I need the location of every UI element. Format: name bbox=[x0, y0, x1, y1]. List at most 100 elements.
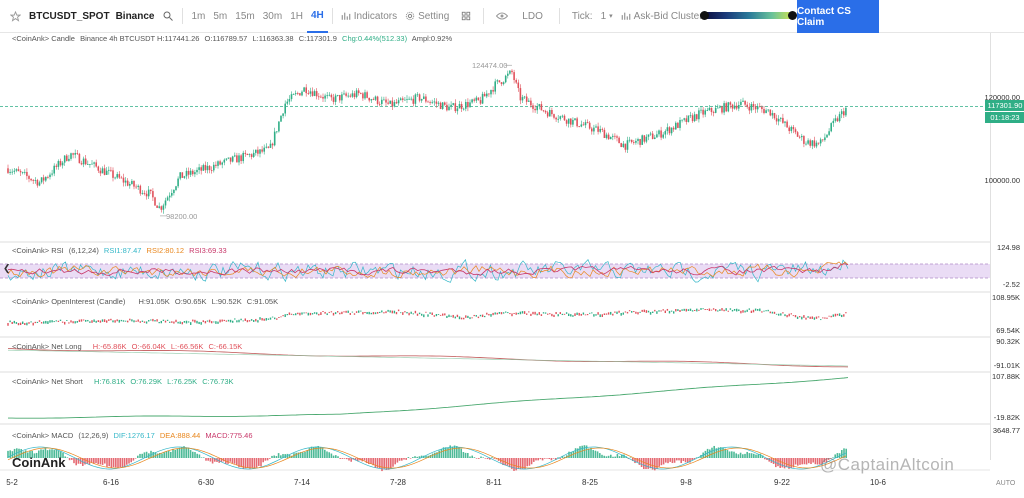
interval-30m[interactable]: 30m bbox=[262, 10, 283, 22]
symbol-selector[interactable]: BTCUSDT_SPOT Binance bbox=[25, 0, 158, 33]
rsi1-value: RSI1:87.47 bbox=[103, 246, 142, 255]
macd-bar bbox=[348, 458, 350, 461]
oi-candle bbox=[662, 309, 664, 311]
layout-grid-icon[interactable] bbox=[453, 0, 479, 33]
oi-candle bbox=[463, 317, 465, 320]
oi-candle bbox=[112, 320, 114, 323]
chevron-left-icon[interactable]: ❮ bbox=[3, 263, 11, 273]
slider-handle-left[interactable] bbox=[700, 11, 709, 20]
candle-body bbox=[843, 111, 845, 116]
macd-bar bbox=[53, 450, 55, 458]
candle-body bbox=[477, 97, 480, 101]
oi-candle bbox=[152, 318, 154, 322]
oi-candle bbox=[465, 315, 467, 318]
oi-candle bbox=[628, 310, 631, 312]
contact-cs-claim-button[interactable]: Contact CS Claim bbox=[797, 0, 879, 33]
macd-bar bbox=[405, 458, 407, 460]
oi-candle bbox=[666, 308, 669, 311]
heatmap-gradient-slider[interactable] bbox=[700, 11, 798, 20]
oi-candle bbox=[670, 310, 673, 312]
candle-body bbox=[166, 197, 169, 201]
search-icon[interactable] bbox=[158, 0, 178, 33]
macd-bar bbox=[506, 458, 509, 466]
macd-bar bbox=[592, 450, 594, 458]
candle-body bbox=[626, 140, 629, 150]
eye-icon[interactable] bbox=[488, 0, 516, 33]
macd-bar bbox=[418, 456, 421, 458]
macd-bar bbox=[665, 458, 667, 463]
rsi-axis-bottom: -2.52 bbox=[1002, 280, 1020, 289]
x-axis-label: 10-6 bbox=[869, 478, 887, 487]
candle-body bbox=[574, 118, 576, 120]
setting-button[interactable]: Setting bbox=[401, 0, 453, 33]
macd-bar bbox=[755, 454, 757, 458]
oi-candle bbox=[547, 313, 549, 315]
candle-body bbox=[780, 117, 782, 119]
candle-body bbox=[458, 104, 461, 109]
oi-candle bbox=[538, 312, 540, 315]
interval-15m[interactable]: 15m bbox=[235, 10, 255, 22]
candle-body bbox=[404, 99, 406, 101]
oi-candle bbox=[374, 312, 377, 315]
macd-bar bbox=[35, 452, 38, 458]
macd-bar bbox=[447, 447, 449, 458]
candle-body bbox=[471, 99, 473, 103]
candle-body bbox=[89, 164, 91, 165]
oi-candle bbox=[164, 320, 167, 323]
candle-body bbox=[301, 91, 303, 96]
macd-bar bbox=[841, 450, 843, 458]
candle-body bbox=[431, 101, 433, 103]
candle-body bbox=[651, 133, 654, 139]
indicators-button[interactable]: Indicators bbox=[337, 0, 401, 33]
macd-bar bbox=[654, 458, 656, 471]
candle-body bbox=[231, 156, 234, 162]
tick-selector[interactable]: Tick: 1 ▾ bbox=[564, 0, 617, 33]
candle-open: O:116789.57 bbox=[204, 34, 248, 43]
candle-body bbox=[712, 112, 715, 113]
oi-candle bbox=[82, 319, 85, 321]
interval-5m[interactable]: 5m bbox=[213, 10, 228, 22]
macd-bar bbox=[478, 458, 480, 459]
oi-candle bbox=[416, 313, 419, 316]
candle-body bbox=[614, 135, 616, 137]
candle-body bbox=[525, 96, 528, 102]
macd-bar bbox=[541, 458, 544, 461]
candle-body bbox=[782, 117, 784, 123]
oi-candle bbox=[196, 320, 198, 324]
candle-body bbox=[845, 107, 847, 116]
interval-1h[interactable]: 1H bbox=[290, 10, 303, 22]
candle-body bbox=[714, 107, 717, 113]
macd-bar bbox=[240, 458, 242, 468]
macd-bar bbox=[636, 458, 638, 463]
auto-scale-button[interactable]: AUTO bbox=[996, 480, 1016, 487]
interval-4h[interactable]: 4H bbox=[306, 0, 328, 33]
macd-bar bbox=[282, 454, 284, 458]
candle-body bbox=[630, 139, 633, 143]
interval-1m[interactable]: 1m bbox=[191, 10, 206, 22]
ldo-selector[interactable]: LDO bbox=[516, 0, 555, 33]
macd-bar bbox=[55, 449, 58, 458]
candle-body bbox=[668, 127, 671, 134]
macd-bar bbox=[77, 458, 80, 464]
candle-body bbox=[773, 113, 776, 119]
candle-body bbox=[662, 134, 664, 138]
oi-candle bbox=[322, 311, 324, 312]
oi-candle bbox=[124, 320, 127, 322]
candle-body bbox=[567, 118, 570, 124]
oi-candle bbox=[330, 311, 333, 313]
oi-candle bbox=[542, 312, 545, 314]
macd-bar bbox=[438, 450, 440, 458]
slider-handle-right[interactable] bbox=[788, 11, 798, 20]
macd-bar bbox=[801, 458, 803, 465]
favorite-star-icon[interactable] bbox=[0, 0, 25, 33]
macd-bar bbox=[489, 458, 491, 460]
macd-bar bbox=[44, 448, 47, 458]
candle-body bbox=[817, 142, 820, 144]
candle-body bbox=[368, 97, 370, 101]
macd-bar bbox=[788, 458, 790, 469]
candle-body bbox=[171, 193, 173, 196]
macd-bar bbox=[165, 451, 168, 458]
oi-candle bbox=[727, 310, 729, 312]
oi-candle bbox=[511, 313, 513, 317]
